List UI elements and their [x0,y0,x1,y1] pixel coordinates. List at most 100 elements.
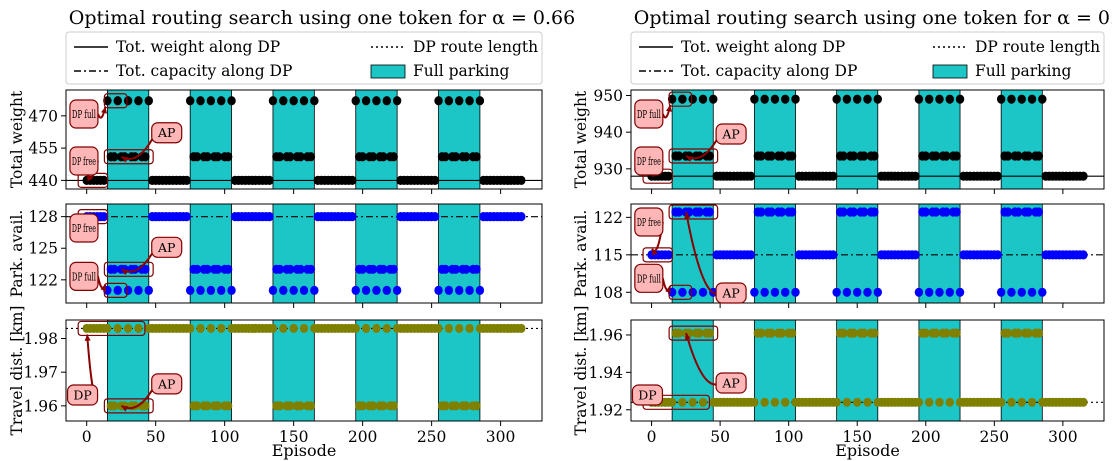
data-point [839,207,848,217]
data-point [517,175,526,185]
data-point [392,285,402,295]
data-point [924,94,934,104]
data-point [787,328,797,338]
x-tick-label: 200 [911,428,941,446]
highlight-box-ap [668,148,719,164]
data-point [688,397,697,407]
legend-frame [65,31,543,85]
data-point [870,151,879,161]
data-point [217,96,226,106]
data-point [306,152,316,162]
data-point [667,397,677,407]
data-point [853,397,862,407]
x-tick-label: 250 [980,428,1010,446]
data-point [952,207,961,217]
highlight-box-dp-free [77,320,146,337]
y-tick-label: 470 [28,107,58,125]
data-point [777,151,787,161]
y-axis-label: Travel dist. [km] [572,306,590,436]
full-parking-band [753,203,796,304]
data-point [760,397,769,407]
data-point [382,323,391,334]
full-parking-band [272,89,315,190]
data-point [472,264,481,274]
y-axis-label: Total weight [572,90,590,188]
data-point [859,328,869,338]
data-point [444,96,454,106]
data-point [1024,207,1033,217]
x-tick-label: 300 [1048,428,1078,446]
data-point [286,152,295,162]
data-point [134,323,143,334]
data-point [203,152,212,162]
data-point [863,94,872,104]
data-point [389,401,398,411]
data-point [695,207,704,217]
data-points [647,94,1088,181]
y-tick-label: 1.96 [588,326,623,344]
data-point [268,323,278,334]
data-point [996,94,1006,104]
data-point [931,151,941,161]
annotation-label: DP [638,388,656,403]
data-point [182,212,191,222]
data-point [472,152,481,162]
data-point [863,397,872,407]
y-axis-label: Park. avail. [572,210,590,298]
data-point [289,323,298,334]
data-point [1003,207,1013,217]
data-point [455,285,464,295]
data-point [279,285,288,295]
data-point [517,212,526,222]
annotation-badge [634,207,664,237]
legend-swatch-full-parking [932,64,968,79]
data-point [996,397,1006,407]
data-point [839,328,848,338]
data-point [760,287,769,297]
legend: Tot. weight along DP Tot. capacity along … [630,31,1105,85]
annotation-label: DP free [72,155,96,168]
data-point [1014,328,1023,338]
data-point [286,264,295,274]
data-point [942,328,951,338]
data-point [358,152,367,162]
data-point [351,285,360,295]
data-point [141,152,150,162]
data-point [695,328,704,338]
data-point [196,285,205,295]
data-point [441,401,450,411]
data-point [787,207,797,217]
data-point [299,285,309,295]
annotation-arrowhead [684,333,691,340]
data-point [461,264,471,274]
data-points [647,328,1088,407]
data-point [368,264,378,274]
full-parking-band [438,89,481,190]
full-parking-band [918,203,961,304]
data-point [853,94,862,104]
data-point [842,397,852,407]
annotations: DP free DP full AP [634,207,747,304]
y-tick-label: 930 [593,160,623,178]
data-point [767,207,776,217]
data-point [767,328,776,338]
annotation-label: DP full [637,272,661,285]
data-point [678,287,687,297]
data-point [674,328,684,338]
data-point [1079,250,1088,260]
annotation-arrowhead [84,334,91,341]
annotation-label: DP full [72,270,96,283]
data-point [213,152,222,162]
data-point [113,96,122,106]
data-point [911,250,920,260]
full-parking-band [106,89,150,190]
data-point [379,264,388,274]
x-tick-label: 50 [710,428,730,446]
data-point [444,285,454,295]
data-point [1079,397,1088,407]
data-point [441,264,450,274]
annotation-badge [151,122,183,144]
annotation-badge [631,384,664,406]
data-point [870,328,879,338]
data-point [275,264,285,274]
